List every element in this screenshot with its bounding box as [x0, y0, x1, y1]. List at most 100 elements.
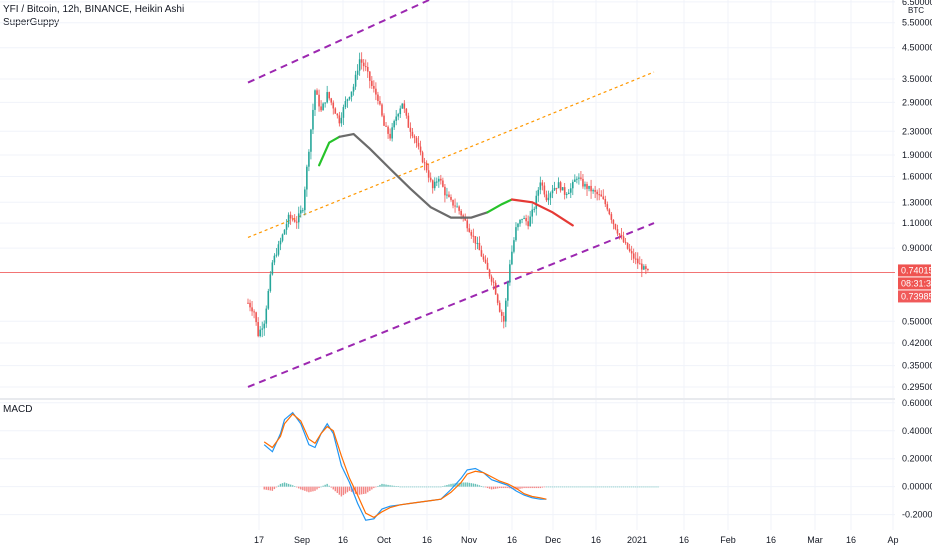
macd-histogram-bar	[531, 486, 533, 489]
candle-body	[360, 59, 363, 63]
macd-histogram-bar	[592, 486, 594, 488]
macd-histogram-bar	[655, 486, 657, 488]
candle-body	[318, 94, 320, 107]
candle-body	[391, 127, 393, 139]
macd-histogram-bar	[584, 486, 586, 488]
candle-body	[636, 258, 639, 264]
price-axis-label: 3.50000	[902, 74, 932, 84]
candle-body	[460, 210, 462, 216]
macd-histogram-bar	[283, 482, 286, 487]
candle-body	[257, 322, 259, 337]
macd-grid	[0, 400, 895, 530]
candle-body	[308, 151, 310, 167]
macd-histogram-bar	[474, 483, 477, 487]
candle-body	[259, 329, 261, 337]
macd-histogram-bar	[620, 486, 623, 488]
macd-histogram-bar	[547, 486, 550, 488]
candle-body	[545, 194, 548, 201]
macd-axis-label: 0.20000	[902, 454, 932, 464]
guppy-red-segment	[510, 198, 574, 227]
candle-body	[344, 101, 347, 108]
macd-histogram-bar	[399, 486, 401, 488]
candle-body	[302, 210, 304, 212]
macd-histogram-bar	[336, 486, 339, 493]
candle-body	[608, 209, 611, 215]
macd-histogram-bar	[263, 486, 265, 490]
macd-histogram-bar	[444, 485, 446, 487]
candle-body	[383, 115, 385, 126]
candle-body	[507, 282, 509, 301]
candle-body	[411, 131, 414, 137]
countdown-tag: 08:31:39	[898, 277, 932, 290]
candle-body	[427, 170, 430, 178]
candle-body	[433, 181, 436, 189]
macd-histogram-bar	[624, 486, 627, 488]
candle-body	[425, 162, 428, 171]
candle-body	[377, 94, 379, 101]
macd-histogram-bar	[377, 485, 379, 487]
macd-histogram-bar	[427, 486, 430, 488]
candle-body	[592, 190, 594, 192]
candle-body	[385, 125, 387, 127]
macd-histogram-bar	[403, 486, 406, 488]
candle-body	[612, 219, 615, 225]
macd-histogram-bar	[318, 486, 320, 489]
macd-histogram-bar	[616, 486, 619, 488]
macd-histogram-bar	[360, 486, 363, 495]
macd-histogram-bar	[622, 486, 625, 488]
candle-body	[464, 217, 467, 221]
candle-body	[537, 189, 540, 196]
macd-histogram-bar	[657, 486, 659, 488]
macd-histogram-bar	[462, 482, 464, 487]
macd-histogram-bar	[598, 486, 600, 488]
macd-histogram-bar	[612, 486, 615, 488]
candle-body	[551, 190, 554, 194]
prev-price-tag-bg	[898, 290, 931, 303]
macd-histogram-bar	[545, 486, 548, 488]
candle-body	[584, 184, 586, 187]
guppy-gray-segment	[338, 132, 489, 219]
macd-histogram-bar	[440, 486, 442, 488]
time-axis-label: 2021	[627, 535, 647, 545]
macd-histogram-bar	[486, 486, 489, 489]
macd-histogram-bar	[348, 486, 351, 491]
macd-histogram-bar	[525, 486, 527, 489]
macd-histogram-bar	[519, 486, 521, 489]
candle-body	[647, 269, 649, 271]
prev-price-tag: 0.73985	[898, 290, 932, 303]
macd-histogram-bar	[277, 485, 280, 487]
macd-histogram-bar	[306, 486, 308, 492]
candle-body	[271, 262, 274, 275]
time-axis-label: 16	[422, 535, 432, 545]
macd-histogram-bar	[381, 483, 383, 487]
candle-body	[364, 66, 367, 68]
candle-body	[618, 233, 621, 235]
time-axis-label: 17	[254, 535, 264, 545]
macd-histogram-bar	[442, 486, 444, 487]
macd-histogram-bar	[312, 486, 314, 492]
candle-body	[293, 219, 296, 222]
candle-body	[316, 90, 318, 95]
macd-histogram-bar	[450, 483, 452, 487]
candle-body	[312, 109, 314, 130]
candle-body	[588, 185, 590, 189]
candle-body	[322, 103, 324, 111]
candle-body	[279, 240, 282, 245]
macd-histogram-bar	[480, 485, 483, 487]
macd-histogram-bar	[543, 486, 546, 488]
candle-body	[295, 221, 298, 223]
macd-histogram-bar	[310, 486, 312, 492]
candle-body	[502, 315, 505, 322]
candle-body	[304, 189, 306, 211]
macd-histogram-bar	[405, 486, 408, 488]
candle-body	[336, 113, 339, 116]
candle-body	[519, 219, 521, 224]
macd-histogram-bar	[369, 486, 371, 491]
trendlines	[0, 0, 895, 388]
time-axis-label: 16	[679, 535, 689, 545]
candle-body	[578, 177, 580, 179]
macd-histogram-bar	[549, 486, 552, 488]
macd-histogram-bar	[417, 486, 420, 488]
macd-histogram-bar	[320, 486, 322, 488]
